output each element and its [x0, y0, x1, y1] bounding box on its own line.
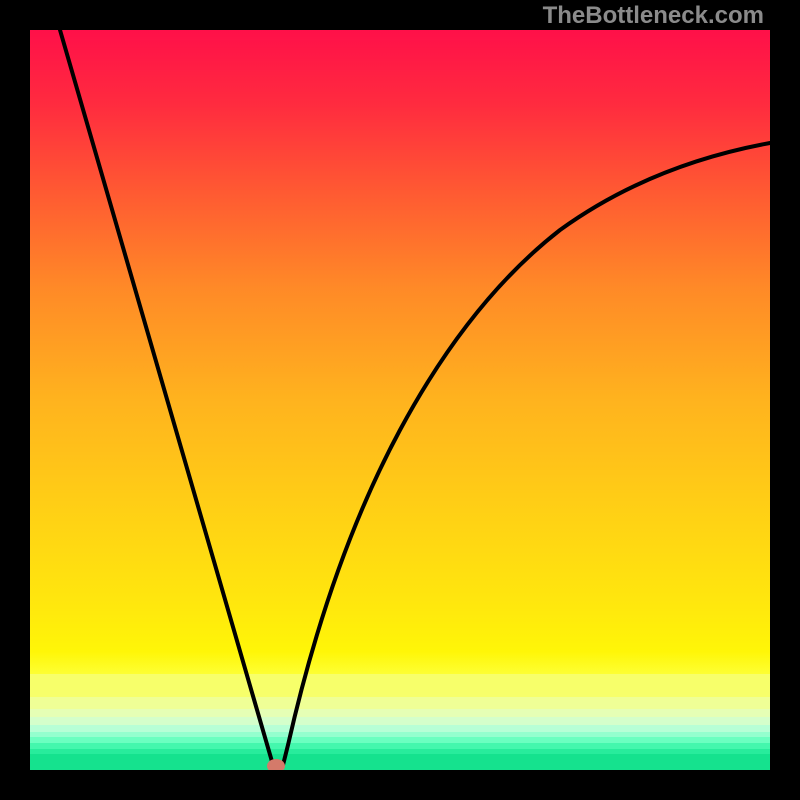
bottleneck-curve — [0, 0, 800, 800]
frame-border-right — [770, 0, 800, 800]
frame-border-bottom — [0, 770, 800, 800]
frame-border-left — [0, 0, 30, 800]
chart-canvas: TheBottleneck.com — [0, 0, 800, 800]
watermark-text: TheBottleneck.com — [543, 2, 764, 30]
